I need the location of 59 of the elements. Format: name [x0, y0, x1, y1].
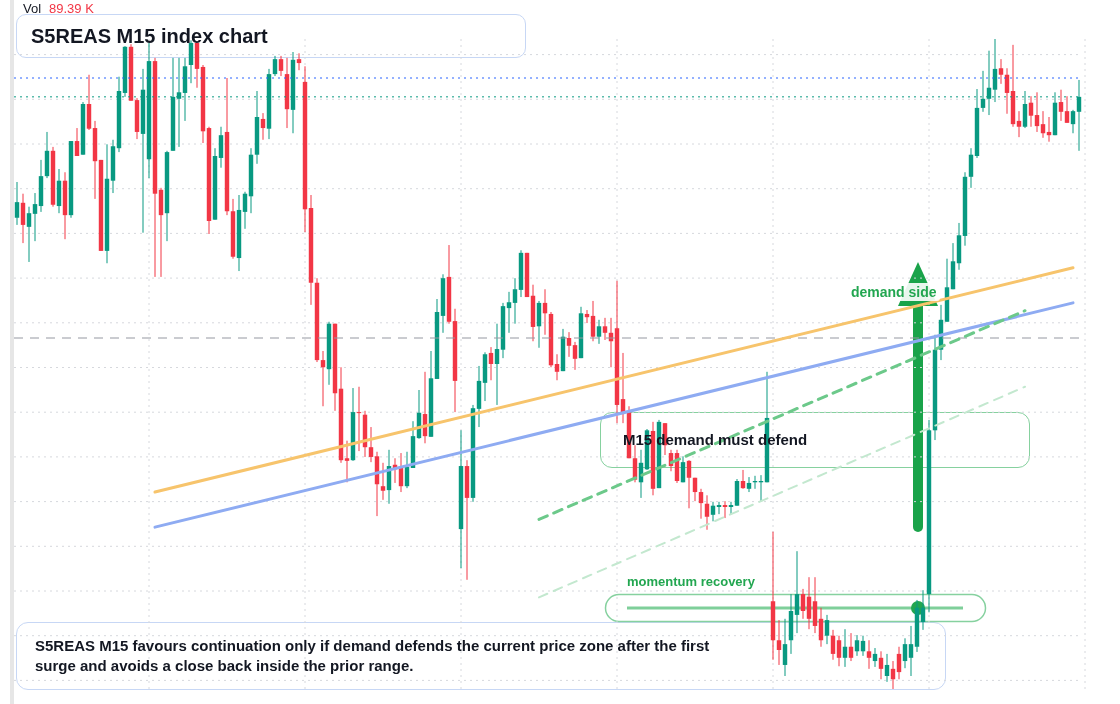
- candlestick: [806, 576, 812, 630]
- candlestick: [1058, 89, 1064, 122]
- candlestick: [296, 52, 302, 71]
- candlestick: [704, 494, 710, 531]
- candlestick: [698, 488, 704, 520]
- candlestick: [836, 635, 842, 667]
- candlestick: [368, 426, 374, 463]
- candlestick: [902, 637, 908, 669]
- candlestick: [998, 58, 1004, 85]
- candlestick: [848, 632, 854, 662]
- text: Vol: [23, 1, 42, 16]
- candlestick: [218, 126, 224, 169]
- candlestick: [554, 353, 560, 381]
- candlestick: [596, 319, 602, 345]
- annotation: S5REAS M15 favours continuation only if demand defends the current price zone after the first surge and avoids a close back inside the prior range.: [35, 636, 711, 676]
- candlestick: [1064, 95, 1070, 124]
- candlestick: [746, 476, 752, 493]
- candlestick: [776, 619, 782, 666]
- candlestick: [494, 323, 500, 406]
- annotation: demand side: [848, 283, 940, 301]
- candlestick: [710, 501, 716, 522]
- candlestick: [680, 455, 686, 483]
- candlestick: [968, 147, 974, 189]
- candlestick: [380, 462, 386, 501]
- candlestick: [1016, 110, 1022, 138]
- candlestick: [1028, 95, 1034, 128]
- candlestick: [1070, 109, 1076, 134]
- candlestick: [20, 193, 26, 244]
- candlestick: [884, 653, 890, 683]
- candlestick: [488, 346, 494, 381]
- candlestick: [572, 341, 578, 371]
- candlestick: [800, 588, 806, 620]
- candlestick: [356, 386, 362, 452]
- candlestick: [1040, 110, 1046, 139]
- candlestick: [854, 634, 860, 657]
- candlestick: [590, 300, 596, 342]
- candlestick: [74, 127, 80, 157]
- text: 89.39 K: [49, 1, 94, 16]
- candlestick: [782, 618, 788, 677]
- candlestick: [686, 459, 692, 509]
- candlestick: [842, 628, 848, 668]
- candlestick: [1034, 91, 1040, 133]
- candlestick: [566, 331, 572, 358]
- candlestick: [824, 614, 830, 645]
- candlestick: [602, 317, 608, 341]
- annotation: momentum recovery: [627, 574, 755, 589]
- candlestick: [14, 181, 20, 226]
- chart-title: S5REAS M15 index chart: [31, 24, 268, 48]
- candlestick: [278, 55, 284, 77]
- candlestick: [866, 639, 872, 670]
- candlestick: [26, 206, 32, 263]
- candlestick: [878, 650, 884, 680]
- candlestick: [512, 277, 518, 325]
- candlestick: [260, 112, 266, 141]
- candlestick: [908, 625, 914, 677]
- candlestick: [506, 291, 512, 334]
- candlestick: [272, 55, 278, 77]
- candlestick: [32, 192, 38, 242]
- candlestick: [794, 550, 800, 634]
